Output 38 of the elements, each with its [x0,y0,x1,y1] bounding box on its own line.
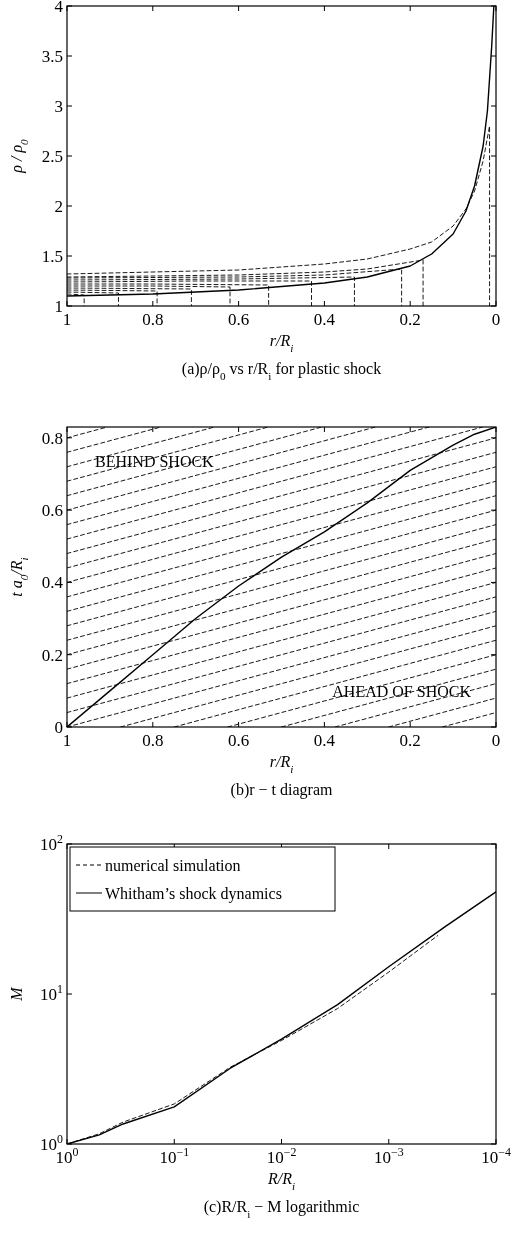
x-axis-title: r/R$_{i}$ [269,332,294,354]
y-tick-label: 3.5 [41,47,63,66]
x-tick-label: 10$^{−3}$ [373,1145,404,1167]
y-tick-label: 4 [54,0,64,16]
x-tick-label: 0.4 [313,310,336,329]
y-tick-label: 1 [54,297,63,316]
x-axis-title: R/R$_{i}$ [266,1170,296,1192]
x-axis-title: r/R$_{i}$ [269,753,294,775]
y-tick-label: 0.2 [41,645,63,665]
x-tick-label: 10$^{−1}$ [159,1145,190,1167]
y-tick-label: 0.8 [41,428,63,448]
y-axis-title: M [8,985,25,1002]
y-tick-label: 10$^{1}$ [40,982,64,1004]
x-tick-label: 0.8 [142,731,164,750]
x-tick-label: 0.8 [142,310,164,329]
legend-label: numerical simulation [105,857,241,874]
y-tick-label: 0 [54,718,63,737]
x-tick-label: 0 [491,310,501,329]
x-tick-label: 0 [491,731,501,750]
y-tick-label: 10$^{2}$ [40,832,64,854]
annotation: AHEAD OF SHOCK [332,683,472,700]
y-tick-label: 2 [54,197,63,216]
x-tick-label: 0.2 [399,731,421,750]
y-tick-label: 0.4 [41,573,64,593]
y-tick-label: 1.5 [41,247,63,266]
y-tick-label: 3 [54,97,63,116]
x-tick-label: 0.4 [313,731,336,750]
y-tick-label: 0.6 [41,501,63,521]
text: (a)ρ/ρ$_{0}$ vs r/R$_{i}$ for plastic shock [181,360,382,382]
y-tick-label: 2.5 [41,147,63,166]
x-tick-label: 0.6 [227,731,250,750]
x-tick-label: 0.2 [399,310,421,329]
text: (b)r − t diagram [230,781,333,799]
text: (c)R/R$_{i}$ − M logarithmic [203,1198,360,1220]
legend-label: Whitham’s shock dynamics [105,885,282,903]
x-tick-label: 0.6 [227,310,250,329]
x-tick-label: 10$^{−2}$ [266,1145,297,1167]
x-tick-label: 10$^{−4}$ [481,1145,511,1167]
